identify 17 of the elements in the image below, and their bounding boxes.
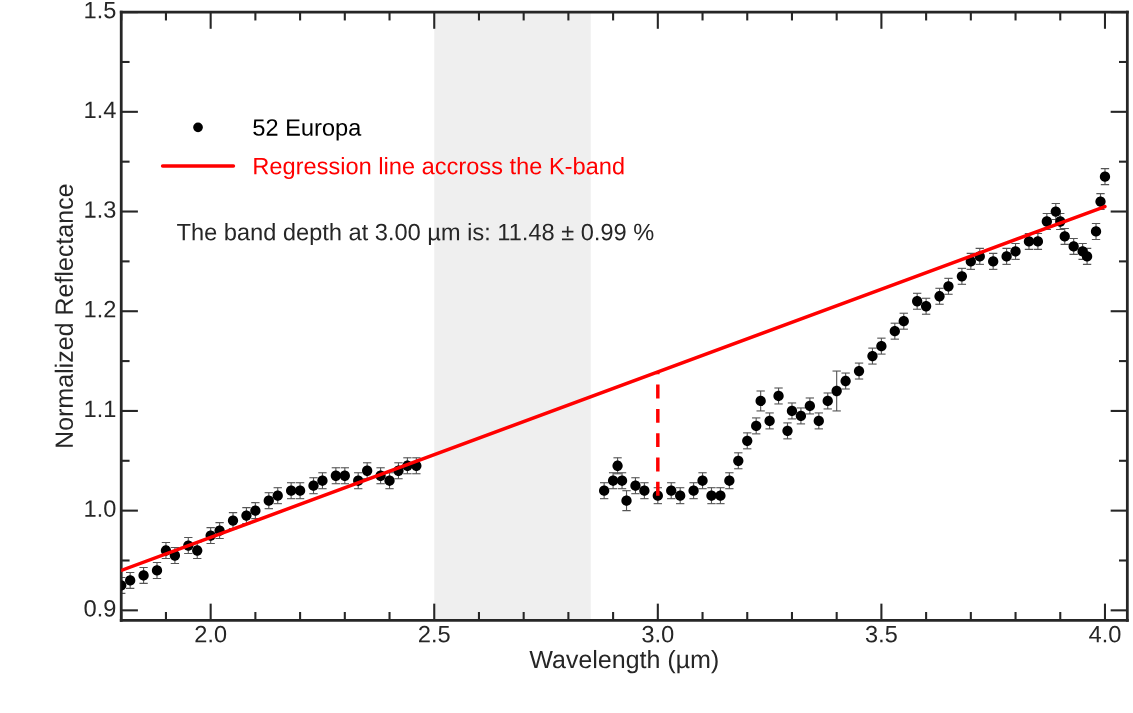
y-tick-label: 0.9 — [84, 599, 116, 617]
y-tick-label: 1.3 — [85, 201, 116, 218]
x-tick-label: 3.5 — [865, 625, 897, 643]
y-tick-label: 1.4 — [85, 101, 116, 118]
y-tick-label: 1.0 — [85, 500, 116, 517]
x-tick-label: 2.5 — [419, 625, 450, 643]
annotation: The band depth at 3.00 µm is: 11.48 ± 0.99 % — [177, 223, 654, 246]
y-axis-title: Normalized Reflectance — [54, 184, 74, 447]
x-tick-label: 3.0 — [642, 625, 674, 643]
legend-label: 52 Europa — [253, 119, 362, 141]
legend-label: Regression line accross the K-band — [254, 157, 624, 180]
y-tick-label: 1.1 — [85, 400, 116, 418]
x-axis-title: Wavelength (µm) — [529, 649, 718, 674]
x-tick-label: 4.0 — [1089, 625, 1121, 643]
y-tick-label: 1.5 — [85, 1, 116, 19]
y-tick-label: 1.2 — [85, 300, 116, 318]
x-tick-label: 2.0 — [195, 625, 227, 643]
